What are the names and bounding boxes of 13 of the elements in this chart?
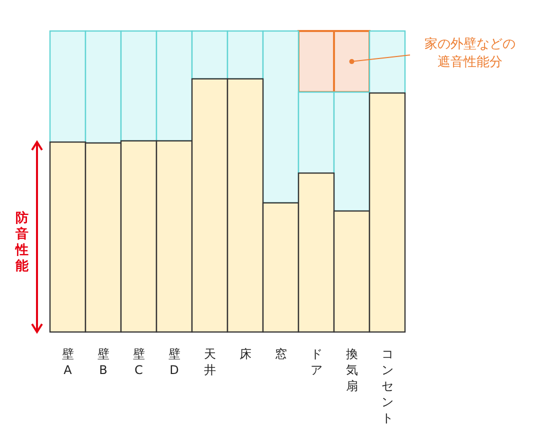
x-tick-label: 壁D [168, 347, 180, 377]
x-tick-label: 床 [239, 347, 252, 361]
x-tick-label: 壁A [62, 347, 74, 377]
text: 遮音性能分 [438, 55, 502, 70]
x-tick-label: コンセント [381, 347, 394, 425]
x-tick-label: 換気扇 [346, 347, 358, 393]
x-tick-label: 天井 [204, 347, 216, 377]
y-axis-title: 防音性能 [14, 210, 30, 274]
x-tick-label: 壁B [97, 347, 110, 377]
x-tick-label: 窓 [274, 347, 287, 361]
text: 家の外壁などの [424, 36, 516, 52]
x-tick-label: 壁C [132, 347, 145, 377]
x-tick-label: ドア [310, 347, 322, 377]
